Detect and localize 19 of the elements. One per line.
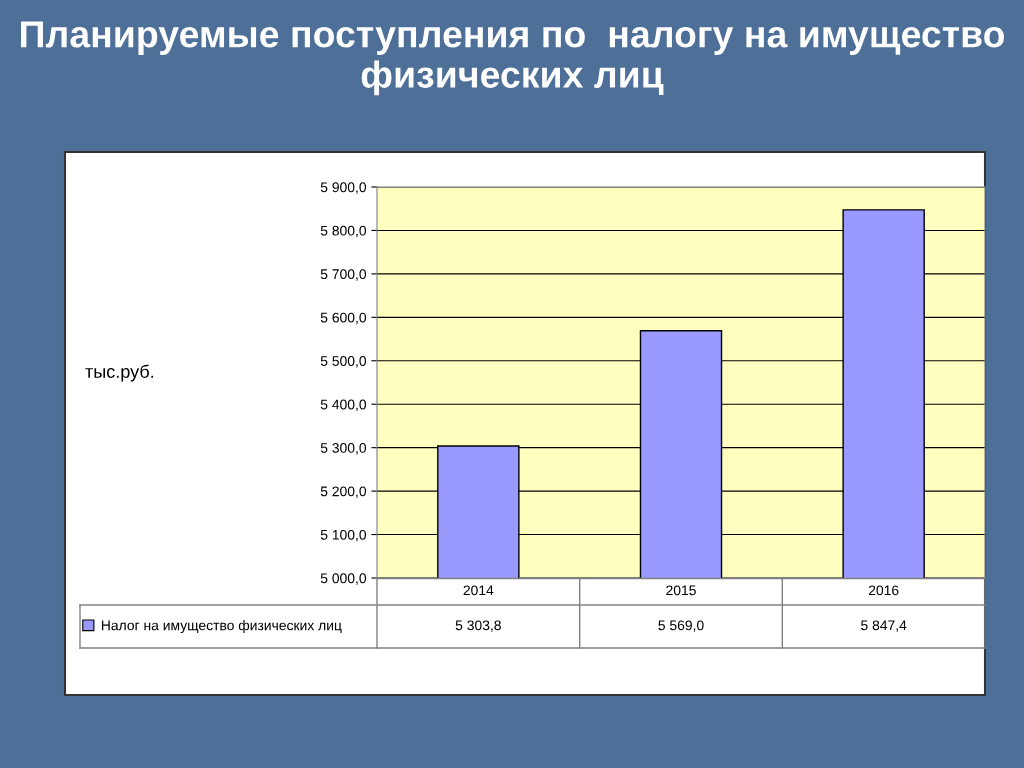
y-tick-label: 5 300,0: [320, 443, 367, 455]
x-tick-label: 2016: [868, 585, 899, 596]
y-tick-label: 5 200,0: [320, 486, 367, 498]
legend-label: Налог на имущество физических лиц: [101, 620, 342, 634]
y-tick-label: 5 500,0: [320, 356, 367, 368]
text: тыс.руб.: [85, 364, 154, 382]
y-tick-label: 5 900,0: [320, 182, 367, 194]
y-tick-label: 5 100,0: [320, 529, 367, 542]
text: 5 569,0: [658, 620, 704, 632]
y-tick-label: 5 700,0: [320, 269, 367, 281]
x-tick-label: 2015: [666, 585, 696, 596]
text: 5 847,4: [861, 620, 907, 632]
x-tick-label: 2014: [463, 585, 494, 596]
y-tick-label: 5 000,0: [320, 573, 367, 585]
text: 5 303,8: [455, 620, 501, 632]
y-tick-label: 5 400,0: [320, 399, 367, 412]
y-tick-label: 5 600,0: [320, 312, 367, 325]
chart-title: Планируемые поступления по налогу на имущество физических лиц: [21, 21, 1005, 96]
y-tick-label: 5 800,0: [320, 225, 367, 238]
